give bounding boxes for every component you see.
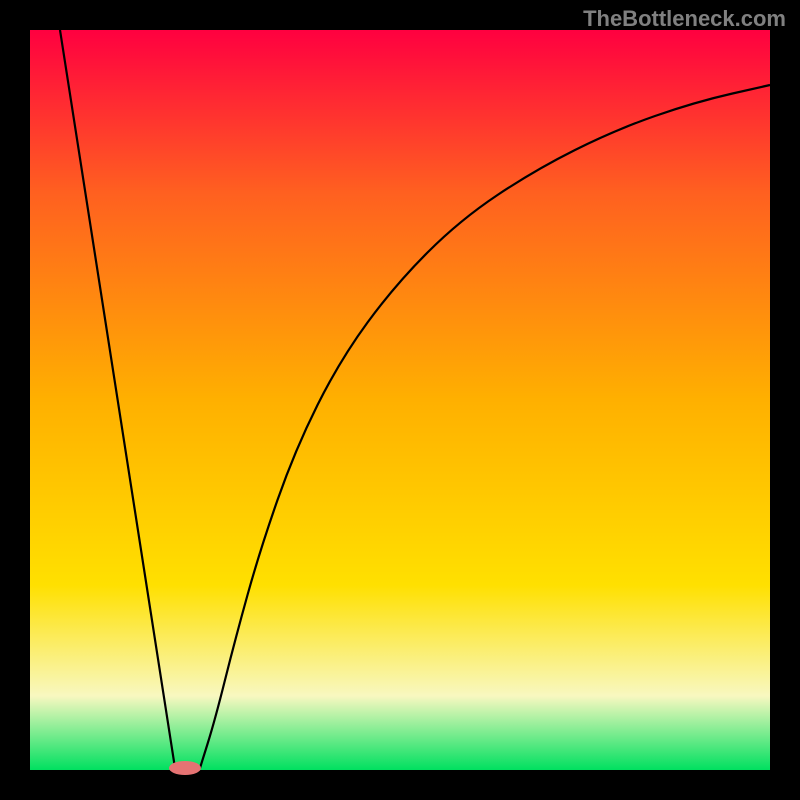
watermark-text: TheBottleneck.com: [583, 6, 786, 32]
plot-area: [30, 30, 770, 770]
optimal-marker: [169, 761, 201, 775]
chart-svg: [0, 0, 800, 800]
chart-container: TheBottleneck.com: [0, 0, 800, 800]
